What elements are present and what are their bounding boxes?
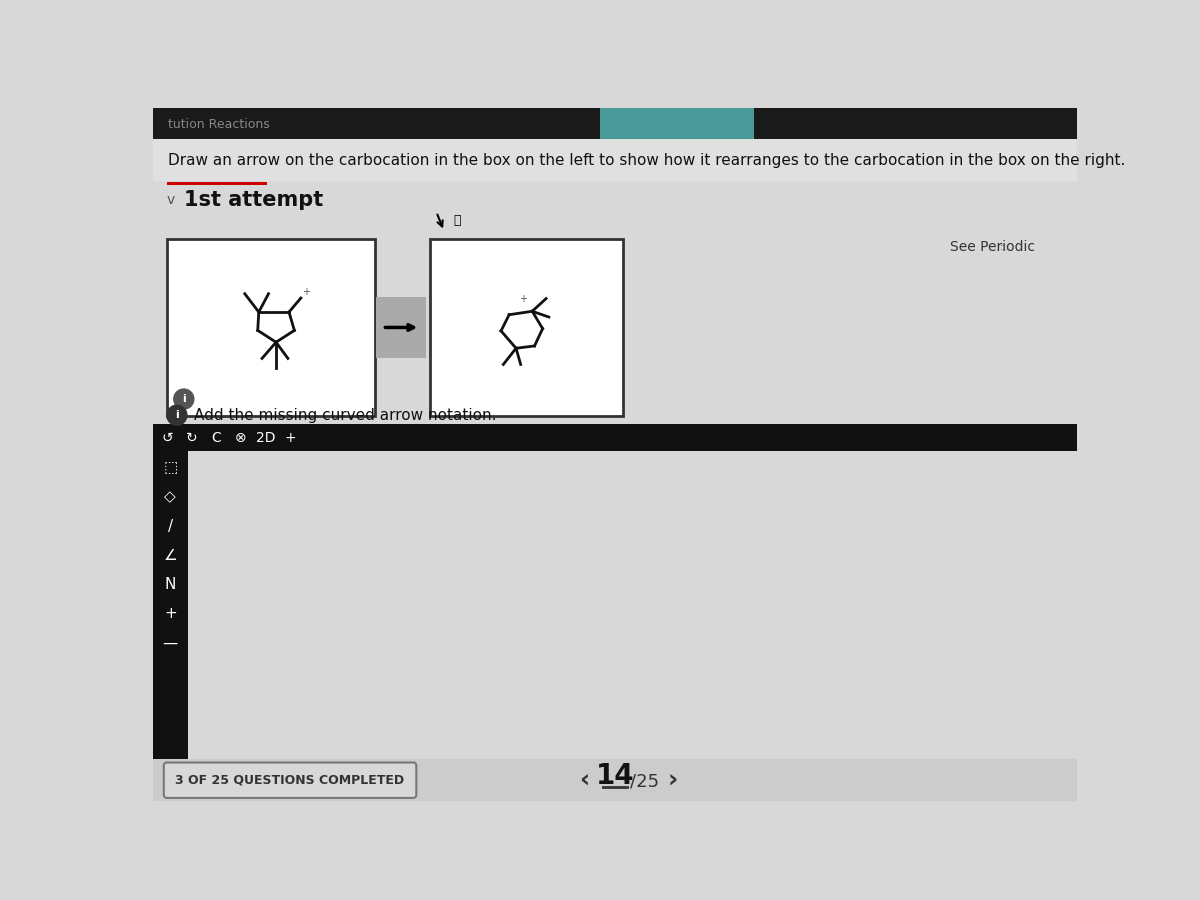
Text: /: /: [168, 518, 173, 534]
Text: ›: ›: [667, 769, 678, 792]
Text: /25: /25: [630, 773, 659, 791]
Text: ∠: ∠: [163, 548, 178, 562]
Text: —: —: [163, 635, 178, 651]
Text: See Periodic: See Periodic: [949, 239, 1034, 254]
Bar: [154, 108, 1078, 139]
Text: v: v: [167, 194, 175, 207]
Text: +: +: [284, 430, 296, 445]
FancyBboxPatch shape: [163, 762, 416, 798]
Text: i: i: [175, 410, 179, 420]
Circle shape: [167, 405, 187, 425]
Circle shape: [174, 389, 194, 410]
Text: ‹: ‹: [580, 769, 589, 792]
Text: 2D: 2D: [256, 430, 275, 445]
Bar: [431, 238, 623, 416]
Text: N: N: [164, 577, 176, 592]
Text: i: i: [182, 394, 186, 404]
Text: 🔒: 🔒: [454, 214, 461, 228]
Bar: [154, 451, 187, 759]
Text: C: C: [211, 430, 221, 445]
Bar: [377, 297, 426, 358]
Bar: [167, 182, 266, 185]
Bar: [154, 139, 1078, 181]
Text: Add the missing curved arrow notation.: Add the missing curved arrow notation.: [194, 408, 497, 423]
Text: +: +: [518, 294, 527, 304]
Text: ↻: ↻: [186, 430, 197, 445]
Text: ◇: ◇: [164, 490, 176, 504]
Bar: [154, 759, 1078, 801]
Text: +: +: [302, 286, 311, 296]
Text: 1st attempt: 1st attempt: [184, 191, 323, 211]
Text: Draw an arrow on the carbocation in the box on the left to show how it rearrange: Draw an arrow on the carbocation in the …: [168, 153, 1126, 168]
Bar: [600, 108, 754, 139]
Text: +: +: [164, 607, 176, 621]
Text: 14: 14: [595, 762, 635, 790]
Text: ⬚: ⬚: [163, 460, 178, 475]
Text: tution Reactions: tution Reactions: [168, 119, 270, 131]
Text: :::: :::: [1000, 241, 1009, 252]
Text: 3 OF 25 QUESTIONS COMPLETED: 3 OF 25 QUESTIONS COMPLETED: [175, 774, 404, 787]
Text: ⊗: ⊗: [235, 430, 246, 445]
Bar: [154, 425, 1078, 451]
Text: ↺: ↺: [161, 430, 173, 445]
Bar: [167, 238, 374, 416]
